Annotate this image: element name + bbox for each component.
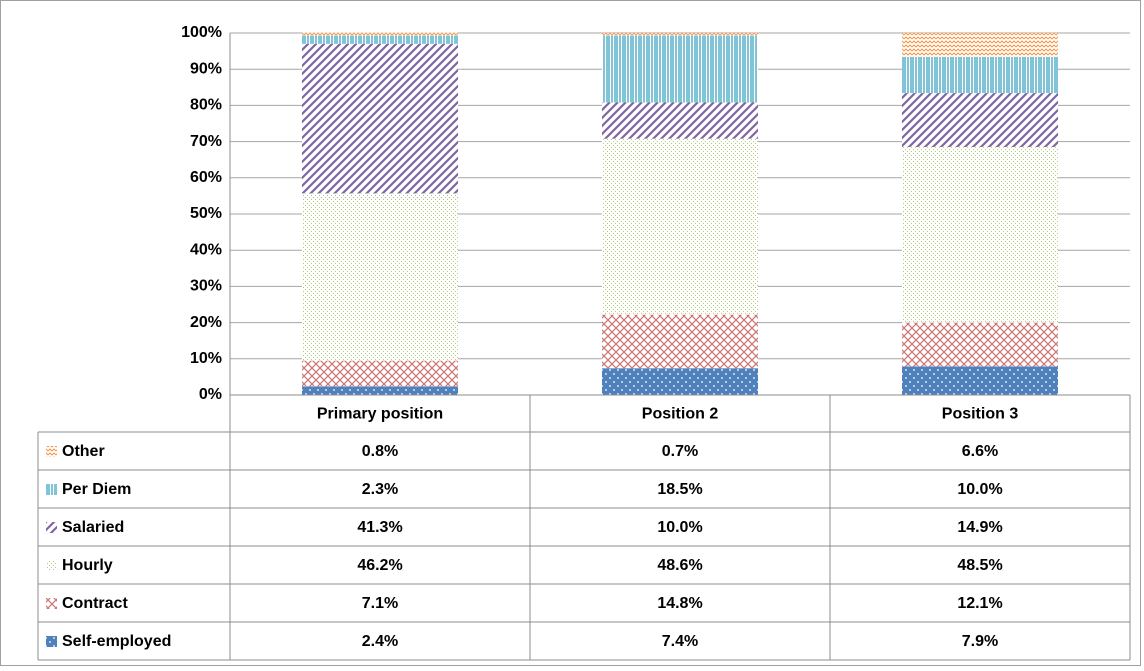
y-tick-label: 20% (190, 314, 222, 331)
legend-label: Per Diem (62, 481, 131, 498)
legend-key (46, 522, 57, 533)
bar-segment (302, 193, 458, 361)
table-value: 14.9% (957, 519, 1002, 536)
legend-key (46, 446, 57, 457)
table-value: 48.5% (957, 557, 1002, 574)
table-value: 6.6% (962, 443, 998, 460)
table-value: 0.7% (662, 443, 698, 460)
bar-segment (302, 43, 458, 194)
bar-segment (902, 33, 1058, 57)
table-value: 46.2% (357, 557, 402, 574)
bar-segment (302, 360, 458, 387)
y-tick-label: 60% (190, 169, 222, 186)
legend-label: Salaried (62, 519, 124, 536)
table-value: 0.8% (362, 443, 398, 460)
bar-segment (302, 35, 458, 44)
legend-label: Contract (62, 595, 128, 612)
category-label: Primary position (317, 406, 443, 423)
bar-segment (602, 35, 758, 103)
y-tick-label: 70% (190, 133, 222, 150)
bar-segment (902, 322, 1058, 367)
legend-label: Hourly (62, 557, 113, 574)
y-tick-label: 90% (190, 60, 222, 77)
y-tick-label: 0% (199, 386, 222, 403)
table-value: 41.3% (357, 519, 402, 536)
bar-segment (602, 314, 758, 369)
table-value: 10.0% (657, 519, 702, 536)
category-label: Position 3 (942, 406, 1019, 423)
bar-segment (902, 366, 1058, 395)
table-value: 2.3% (362, 481, 398, 498)
table-value: 12.1% (957, 595, 1002, 612)
bar-segment (602, 138, 758, 315)
y-tick-label: 10% (190, 350, 222, 367)
y-tick-label: 30% (190, 278, 222, 295)
y-tick-label: 50% (190, 205, 222, 222)
y-tick-label: 40% (190, 241, 222, 258)
legend-label: Self-employed (62, 633, 171, 650)
table-value: 18.5% (657, 481, 702, 498)
legend-key (46, 636, 57, 647)
legend-key (46, 484, 57, 495)
legend-label: Other (62, 443, 105, 460)
bar-segment (902, 93, 1058, 148)
bar-segment (602, 102, 758, 139)
bar-segment (902, 56, 1058, 94)
category-label: Position 2 (642, 406, 719, 423)
bar-segment (602, 33, 758, 36)
bar-segment (602, 368, 758, 395)
table-value: 10.0% (957, 481, 1002, 498)
table-value: 2.4% (362, 633, 398, 650)
bar-segment (302, 386, 458, 395)
table-value: 7.4% (662, 633, 698, 650)
legend-key (46, 598, 57, 609)
y-tick-label: 100% (181, 24, 222, 41)
y-tick-label: 80% (190, 97, 222, 114)
legend-key (46, 560, 57, 571)
bar-segment (302, 32, 458, 36)
table-value: 14.8% (657, 595, 702, 612)
table-value: 7.1% (362, 595, 398, 612)
bar-segment (902, 147, 1058, 323)
table-value: 48.6% (657, 557, 702, 574)
table-value: 7.9% (962, 633, 998, 650)
